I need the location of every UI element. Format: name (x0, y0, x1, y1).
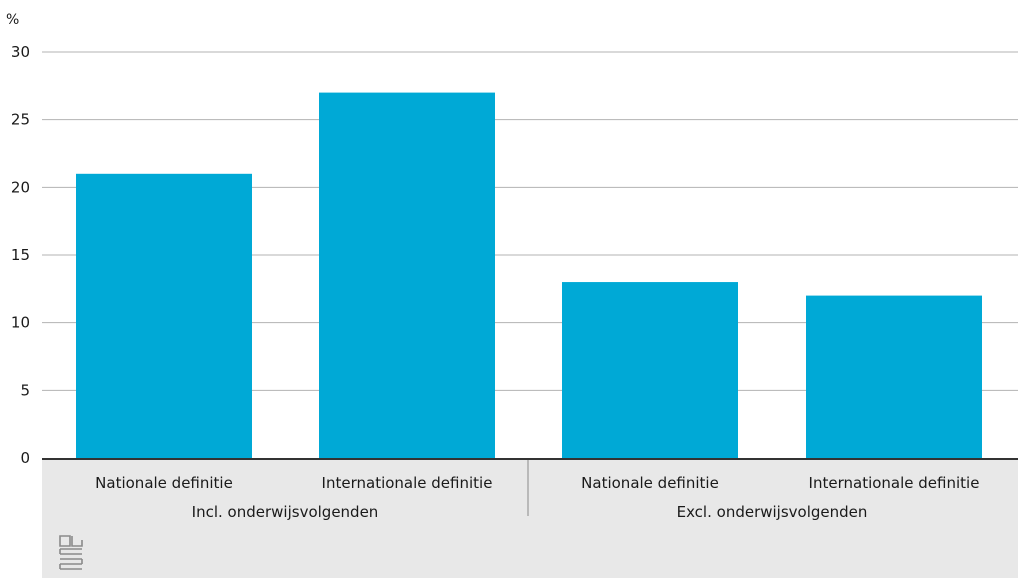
category-axis-band (42, 460, 1018, 578)
x-group-label: Excl. onderwijsvolgenden (677, 503, 868, 521)
bar (319, 92, 495, 458)
y-tick-label: 5 (20, 381, 30, 399)
x-group-label: Incl. onderwijsvolgenden (192, 503, 379, 521)
y-tick-label: 10 (11, 314, 30, 332)
bar (562, 282, 738, 458)
x-category-label: Internationale definitie (322, 474, 493, 492)
bar (76, 173, 252, 459)
x-category-label: Nationale definitie (581, 474, 719, 492)
x-category-label: Internationale definitie (809, 474, 980, 492)
y-tick-label: 20 (11, 178, 30, 196)
x-category-label: Nationale definitie (95, 474, 233, 492)
bar (806, 295, 982, 458)
y-tick-label: 30 (11, 43, 30, 61)
y-tick-label: 15 (11, 246, 30, 264)
y-tick-label: 0 (20, 449, 30, 467)
cbs-logo-icon (59, 535, 83, 570)
y-tick-label: 25 (11, 111, 30, 129)
y-axis-unit-label: % (6, 12, 19, 28)
